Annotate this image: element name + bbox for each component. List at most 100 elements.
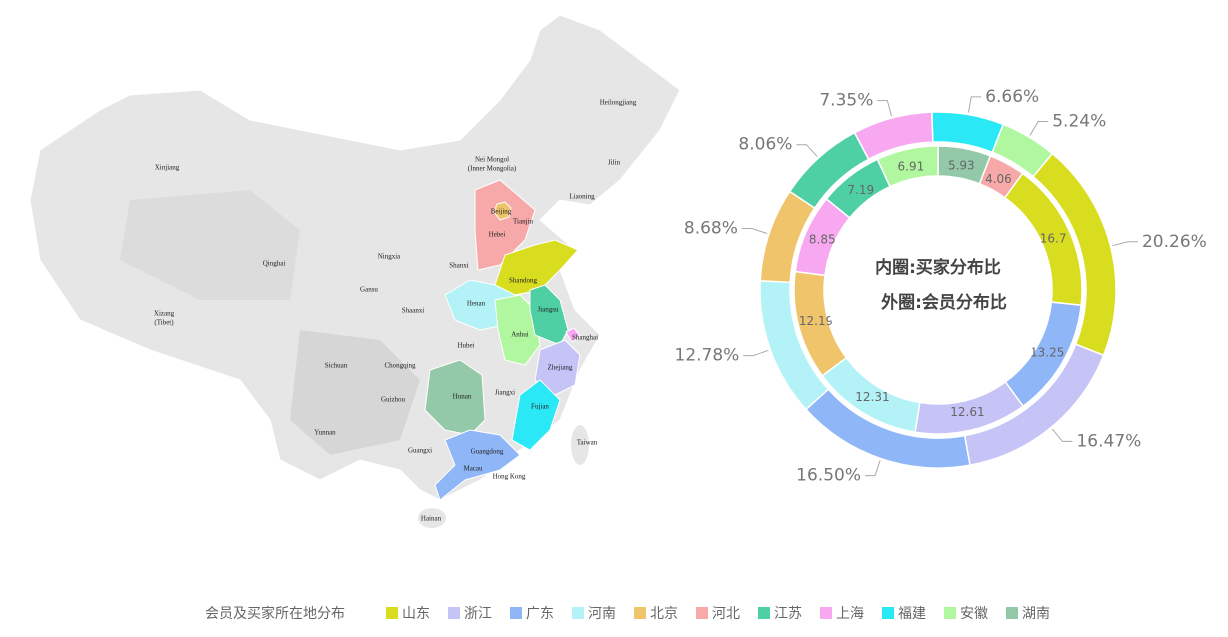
donut-slice [876, 145, 939, 188]
province-label: Taiwan [577, 439, 598, 447]
legend-label: 浙江 [464, 606, 492, 622]
province-label: Chongqing [384, 362, 416, 370]
province-label: Zhejiang [548, 364, 573, 372]
leader-line [743, 349, 769, 357]
leader-line [741, 227, 768, 234]
province-label: Jiangsu [538, 306, 560, 314]
province-label: Fujian [531, 403, 549, 411]
legend-swatch [696, 607, 708, 619]
province-label: Qinghai [263, 260, 286, 268]
province-label: Shaanxi [402, 307, 425, 315]
legend-label: 河南 [588, 606, 616, 622]
leader-line [796, 144, 818, 157]
inner-border [827, 179, 1049, 401]
legend-swatch [1006, 607, 1018, 619]
slice-label: 7.19 [847, 183, 874, 197]
province-label: Hainan [421, 515, 442, 523]
province-label: Tianjin [513, 218, 533, 226]
slice-label: 12.19 [799, 314, 833, 328]
province-label: Hebei [489, 231, 506, 239]
leader-line [967, 96, 982, 113]
province-label: Jiangxi [495, 389, 515, 397]
slice-label: 16.7 [1040, 231, 1067, 245]
province-label: Gansu [360, 286, 378, 294]
province-label: Macau [463, 465, 483, 473]
map: Heilongjiang Jilin Liaoning Nei Mongol(Inne… [29, 14, 681, 528]
legend-swatch [510, 607, 522, 619]
slice-label: 13.25 [1030, 345, 1064, 359]
province-label: Guangdong [471, 448, 504, 456]
legend-swatch [944, 607, 956, 619]
province-label: Yunnan [314, 429, 336, 437]
slice-label: 8.85 [809, 233, 836, 247]
province-label: Guizhou [381, 396, 406, 404]
province [434, 429, 521, 501]
province [529, 284, 569, 346]
slice-label: 6.66% [985, 87, 1039, 107]
province [493, 201, 512, 221]
slice-label: 8.68% [684, 218, 738, 238]
center-label: 内圈:买家分布比 [875, 257, 1001, 278]
province [534, 339, 581, 396]
province-label: Shanxi [449, 262, 469, 270]
province-label: Anhui [511, 331, 529, 339]
slice-label: 7.35% [819, 91, 873, 111]
province-label: Shanghai [572, 334, 598, 342]
province-label: Hong Kong [493, 473, 526, 481]
province-label: Xizang [154, 310, 175, 318]
legend-swatch [386, 607, 398, 619]
legend-label: 山东 [402, 606, 430, 622]
leader-line [1029, 121, 1049, 136]
province-label: Heilongjiang [600, 99, 637, 107]
province-label: Henan [467, 300, 486, 308]
leader-line [864, 460, 881, 477]
region-southwest [290, 330, 420, 455]
province-label: Hunan [453, 393, 472, 401]
slice-label: 16.50% [796, 466, 861, 486]
taiwan-shape [571, 425, 589, 465]
legend-swatch [634, 607, 646, 619]
province-label: Xinjiang [155, 164, 180, 172]
legend-swatch [882, 607, 894, 619]
legend-swatch [572, 607, 584, 619]
legend-label: 河北 [712, 606, 740, 622]
slice-label: 4.06 [985, 172, 1012, 186]
province-label: Guangxi [408, 447, 432, 455]
legend-swatch [758, 607, 770, 619]
province-label: (Inner Mongolia) [468, 165, 517, 173]
slice-label: 12.31 [855, 390, 889, 404]
province [494, 294, 541, 366]
legend-label: 广东 [526, 606, 554, 622]
country-outline [29, 14, 681, 501]
legend: 山东 浙江 广东 河南 北京 河北 江苏 上海 福建 安徽 湖南 [386, 606, 1050, 622]
leader-line [1051, 428, 1073, 442]
legend-title: 会员及买家所在地分布 [205, 605, 345, 622]
province-label: Liaoning [569, 193, 595, 201]
slice-label: 12.78% [675, 346, 740, 366]
slice-label: 5.24% [1052, 112, 1106, 132]
province [494, 239, 579, 296]
province-label: Shandong [509, 277, 538, 285]
province-label: Jilin [608, 159, 621, 167]
province-label: Nei Mongol [475, 156, 509, 164]
legend-label: 湖南 [1022, 606, 1050, 622]
legend-label: 福建 [898, 606, 926, 622]
province-label: (Tibet) [154, 319, 174, 327]
slice-label: 16.47% [1076, 431, 1141, 451]
donut-chart: 5.93 4.06 16.7 13.25 12.61 12.31 12.19 8.85 7.19… [675, 87, 1207, 486]
slice-label: 5.93 [948, 159, 975, 173]
legend-label: 江苏 [774, 606, 802, 622]
province-label: Ningxia [378, 253, 401, 261]
slice-label: 12.61 [950, 405, 984, 419]
leader-line [877, 100, 892, 117]
region-west [120, 190, 300, 300]
province [424, 359, 486, 436]
province-label: Sichuan [325, 362, 348, 370]
legend-swatch [820, 607, 832, 619]
hainan-shape [418, 508, 446, 528]
legend-label: 北京 [650, 606, 678, 622]
legend-label: 安徽 [960, 606, 988, 622]
donut-slice [853, 111, 934, 161]
center-label: 外圈:会员分布比 [881, 292, 1007, 313]
